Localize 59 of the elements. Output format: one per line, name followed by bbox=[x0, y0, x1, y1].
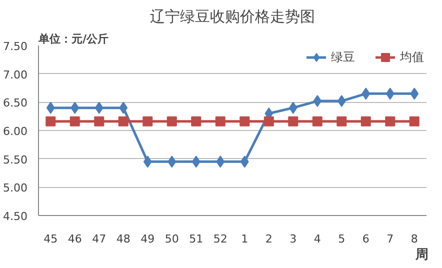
x-tick-label: 7 bbox=[386, 232, 394, 246]
x-tick-label: 1 bbox=[241, 232, 248, 246]
y-tick-label: 7.50 bbox=[3, 40, 28, 53]
point bbox=[360, 116, 371, 126]
point bbox=[142, 116, 153, 126]
point bbox=[118, 116, 128, 126]
y-tick-label: 6.00 bbox=[3, 125, 28, 138]
point bbox=[70, 102, 80, 114]
point bbox=[94, 116, 104, 126]
point bbox=[386, 88, 394, 100]
x-tick-label: 3 bbox=[290, 232, 297, 246]
x-tick-label: 47 bbox=[92, 232, 106, 246]
y-tick-label: 5.50 bbox=[3, 153, 28, 166]
point bbox=[313, 95, 322, 108]
point bbox=[362, 88, 370, 100]
x-tick-label: 5 bbox=[338, 232, 346, 246]
chart-title: 辽宁绿豆收购价格走势图 bbox=[150, 8, 315, 26]
legend-label: 均值 bbox=[400, 48, 424, 66]
x-tick-label: 52 bbox=[213, 232, 228, 246]
point bbox=[240, 116, 250, 126]
x-tick-label: 8 bbox=[410, 232, 418, 246]
legend-label: 绿豆 bbox=[331, 48, 355, 66]
x-axis-title: 周 bbox=[414, 248, 428, 262]
point bbox=[337, 95, 346, 108]
point bbox=[216, 156, 225, 168]
point bbox=[70, 116, 80, 126]
point bbox=[240, 156, 249, 168]
point bbox=[409, 116, 420, 126]
x-tick-label: 45 bbox=[44, 232, 58, 246]
point bbox=[215, 116, 226, 126]
x-tick-label: 49 bbox=[140, 232, 155, 246]
point bbox=[94, 102, 104, 114]
point bbox=[143, 156, 152, 168]
point bbox=[119, 102, 128, 114]
point bbox=[46, 116, 56, 126]
x-tick-label: 50 bbox=[164, 232, 179, 246]
point bbox=[191, 116, 202, 126]
point bbox=[168, 156, 176, 168]
point bbox=[312, 116, 322, 126]
x-tick-label: 2 bbox=[265, 232, 272, 246]
point bbox=[385, 116, 396, 126]
x-tick-label: 46 bbox=[68, 232, 82, 246]
y-tick-label: 7.00 bbox=[3, 68, 28, 82]
point bbox=[192, 156, 200, 168]
y-tick-label: 4.50 bbox=[3, 210, 28, 223]
point bbox=[166, 116, 177, 126]
point bbox=[288, 102, 298, 114]
y-tick-label: 5.00 bbox=[3, 182, 28, 195]
y-tick-label: 6.50 bbox=[3, 96, 28, 110]
point bbox=[336, 116, 347, 126]
point bbox=[46, 102, 55, 114]
y-axis-title: 单位：元/公斤 bbox=[38, 32, 109, 46]
point bbox=[410, 88, 419, 100]
x-tick-label: 48 bbox=[116, 232, 130, 246]
x-tick-label: 4 bbox=[314, 232, 321, 246]
x-tick-label: 6 bbox=[362, 232, 370, 246]
point bbox=[288, 116, 298, 126]
x-tick-label: 51 bbox=[189, 232, 204, 246]
point bbox=[264, 116, 274, 126]
